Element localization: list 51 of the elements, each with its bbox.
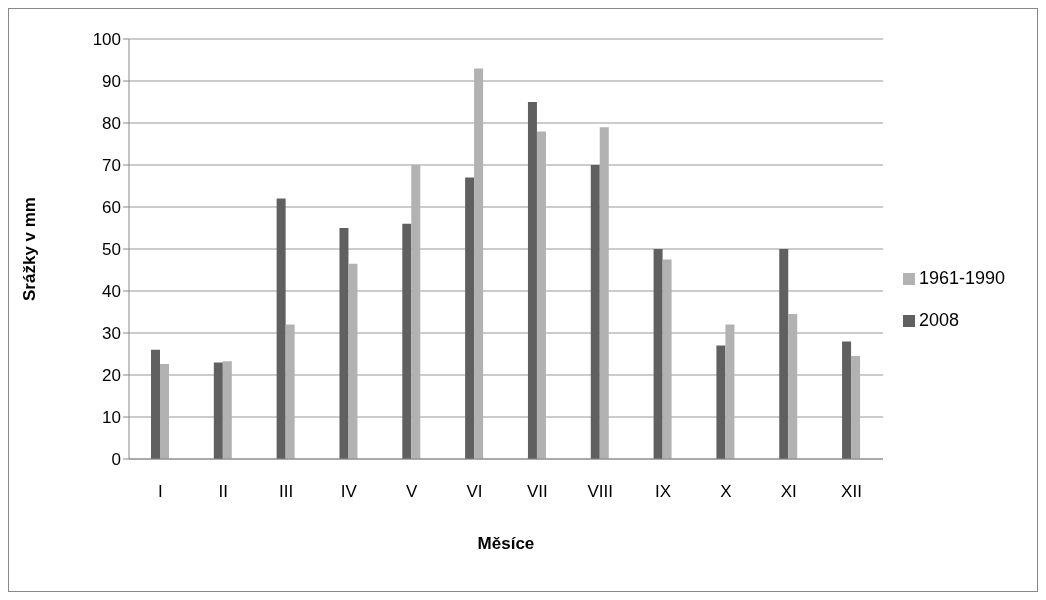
bar xyxy=(474,68,484,459)
x-tick-label: XII xyxy=(841,482,862,502)
bar xyxy=(285,324,295,459)
y-axis-title: Srážky v mm xyxy=(20,197,40,301)
x-tick-label: VIII xyxy=(587,482,613,502)
x-tick-label: III xyxy=(278,482,294,502)
x-tick-label: IX xyxy=(654,482,672,502)
y-tick-label: 90 xyxy=(102,72,121,92)
y-tick-label: 20 xyxy=(102,366,121,386)
y-tick-label: 50 xyxy=(102,240,121,260)
bar xyxy=(150,349,160,459)
y-tick-label: 0 xyxy=(111,450,121,470)
bar xyxy=(779,249,789,459)
bar xyxy=(725,324,735,459)
bar xyxy=(222,361,232,459)
bar xyxy=(788,314,798,459)
y-tick-label: 30 xyxy=(102,324,121,344)
legend-label: 1961-1990 xyxy=(918,268,1005,288)
x-tick-label: XI xyxy=(780,482,797,502)
bar xyxy=(411,165,421,459)
y-tick-label: 10 xyxy=(102,408,121,428)
x-tick-label: IV xyxy=(340,482,358,502)
bar xyxy=(159,364,169,459)
bar xyxy=(402,223,412,459)
y-tick-label: 40 xyxy=(102,282,121,302)
bar xyxy=(276,198,286,459)
x-tick-label: I xyxy=(158,482,163,502)
bar xyxy=(842,341,852,459)
x-axis-title: Měsíce xyxy=(477,534,535,553)
bar xyxy=(599,127,609,459)
x-tick-label: VI xyxy=(466,482,483,502)
y-tick-label: 100 xyxy=(92,30,121,50)
y-tick-label: 60 xyxy=(102,198,121,218)
bar xyxy=(213,362,223,459)
bar xyxy=(716,345,726,459)
y-tick-label: 70 xyxy=(102,156,121,176)
legend-label: 2008 xyxy=(918,310,959,330)
y-tick-label: 80 xyxy=(102,114,121,134)
bar xyxy=(348,263,358,459)
bar xyxy=(339,228,349,459)
bar xyxy=(662,259,672,459)
bar xyxy=(590,165,600,459)
x-tick-label: V xyxy=(406,482,419,502)
bar xyxy=(527,102,537,459)
x-tick-label: II xyxy=(218,482,228,502)
x-tick-label: VII xyxy=(526,482,548,502)
bar xyxy=(851,356,861,459)
x-tick-label: X xyxy=(720,482,732,502)
bar xyxy=(536,131,546,459)
bar xyxy=(465,177,475,459)
bar xyxy=(653,249,663,459)
